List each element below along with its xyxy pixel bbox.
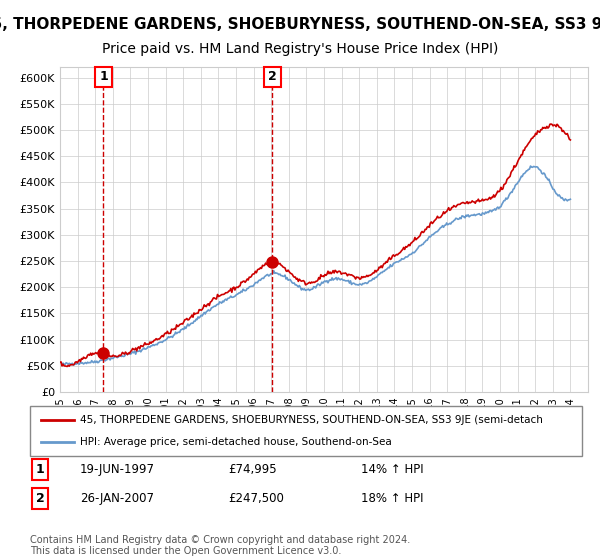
Text: 19-JUN-1997: 19-JUN-1997	[80, 463, 155, 476]
Text: 2: 2	[35, 492, 44, 505]
Text: £74,995: £74,995	[229, 463, 277, 476]
FancyBboxPatch shape	[30, 406, 582, 456]
Text: 14% ↑ HPI: 14% ↑ HPI	[361, 463, 424, 476]
Text: 45, THORPEDENE GARDENS, SHOEBURYNESS, SOUTHEND-ON-SEA, SS3 9JE (semi-detach: 45, THORPEDENE GARDENS, SHOEBURYNESS, SO…	[80, 415, 542, 425]
Text: 2: 2	[268, 71, 277, 83]
Text: £247,500: £247,500	[229, 492, 284, 505]
Text: 26-JAN-2007: 26-JAN-2007	[80, 492, 154, 505]
Text: This data is licensed under the Open Government Licence v3.0.: This data is licensed under the Open Gov…	[30, 546, 341, 556]
Text: 18% ↑ HPI: 18% ↑ HPI	[361, 492, 424, 505]
Text: 1: 1	[35, 463, 44, 476]
Text: HPI: Average price, semi-detached house, Southend-on-Sea: HPI: Average price, semi-detached house,…	[80, 437, 391, 447]
Text: 1: 1	[99, 71, 108, 83]
Text: Price paid vs. HM Land Registry's House Price Index (HPI): Price paid vs. HM Land Registry's House …	[102, 42, 498, 56]
Text: Contains HM Land Registry data © Crown copyright and database right 2024.: Contains HM Land Registry data © Crown c…	[30, 535, 410, 545]
Text: 45, THORPEDENE GARDENS, SHOEBURYNESS, SOUTHEND-ON-SEA, SS3 9JE: 45, THORPEDENE GARDENS, SHOEBURYNESS, SO…	[0, 17, 600, 32]
